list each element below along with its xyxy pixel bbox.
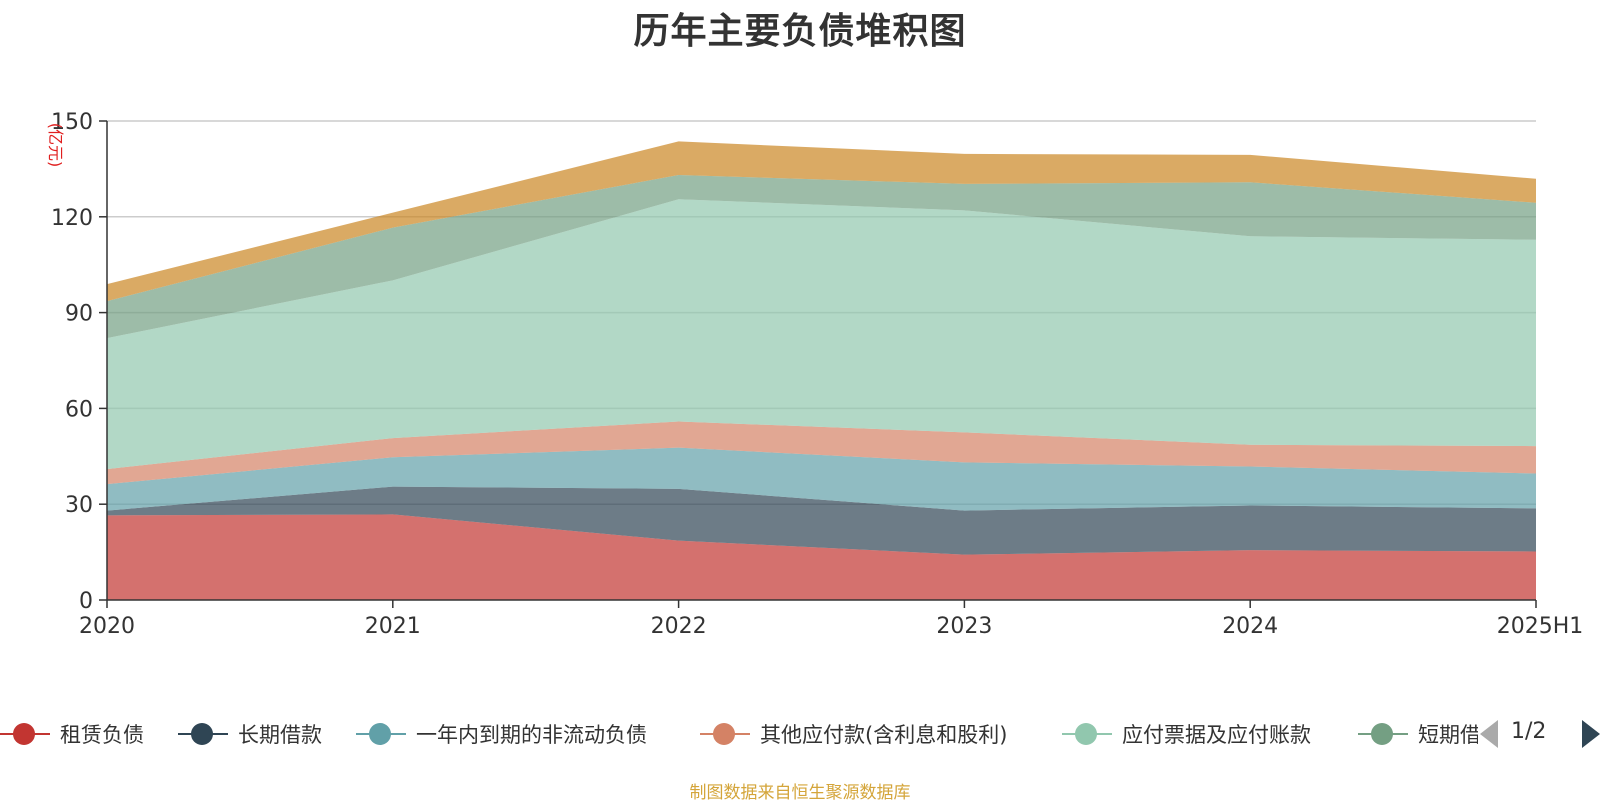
x-tick-label: 2021 — [365, 614, 421, 639]
legend-item[interactable]: 短期借款 — [1358, 712, 1478, 756]
legend-item[interactable]: 应付票据及应付账款 — [1062, 712, 1311, 756]
legend-label: 短期借款 — [1418, 723, 1478, 747]
source-note: 制图数据来自恒生聚源数据库 — [689, 783, 911, 803]
area-series-5[interactable] — [107, 174, 1536, 339]
legend-label: 长期借款 — [238, 723, 322, 747]
legend-prev-page-icon[interactable] — [1480, 720, 1498, 748]
legend: 租赁负债 长期借款 一年内到期的非流动负债 其他应付款(含利息和股利) 应付票据及应付账… — [0, 712, 1600, 756]
legend-marker-icon — [1062, 722, 1112, 746]
legend-item[interactable]: 租赁负债 — [0, 712, 144, 756]
legend-label: 租赁负债 — [60, 723, 144, 747]
legend-item[interactable]: 一年内到期的非流动负债 — [356, 712, 647, 756]
legend-marker-icon — [0, 722, 50, 746]
y-tick-label: 120 — [51, 206, 93, 231]
x-tick-label: 2023 — [936, 614, 992, 639]
legend-item[interactable]: 长期借款 — [178, 712, 322, 756]
legend-marker-icon — [700, 722, 750, 746]
legend-label: 其他应付款(含利息和股利) — [760, 723, 1008, 747]
y-unit-label: (亿元) — [46, 123, 65, 168]
legend-next-page-icon[interactable] — [1582, 720, 1600, 748]
legend-marker-icon — [356, 722, 406, 746]
x-tick-label: 2022 — [651, 614, 707, 639]
y-tick-label: 90 — [65, 302, 93, 327]
legend-label: 应付票据及应付账款 — [1122, 723, 1311, 747]
legend-pager: 1/2 — [1480, 712, 1600, 756]
y-tick-label: 60 — [65, 397, 93, 422]
legend-label: 一年内到期的非流动负债 — [416, 723, 647, 747]
chart-title: 历年主要负债堆积图 — [633, 11, 967, 52]
legend-items-viewport: 租赁负债 长期借款 一年内到期的非流动负债 其他应付款(含利息和股利) 应付票据及应付账… — [0, 712, 1478, 756]
y-tick-label: 150 — [51, 110, 93, 135]
area-series-0[interactable] — [107, 514, 1536, 600]
x-tick-label: 2025H1 — [1497, 614, 1584, 639]
x-tick-label: 2020 — [79, 614, 135, 639]
legend-item[interactable]: 其他应付款(含利息和股利) — [700, 712, 1007, 756]
y-tick-label: 0 — [79, 589, 93, 614]
area-series-2[interactable] — [107, 447, 1536, 511]
y-tick-label: 30 — [65, 493, 93, 518]
area-series-3[interactable] — [107, 421, 1536, 485]
area-series — [107, 141, 1536, 600]
area-series-4[interactable] — [107, 199, 1536, 470]
legend-marker-icon — [1358, 722, 1408, 746]
legend-marker-icon — [178, 722, 228, 746]
axes: 0 30 60 90 120 150 2020 2021 2022 2023 2024 2025H1 — [51, 110, 1583, 639]
area-series-1[interactable] — [107, 486, 1536, 555]
area-series-6[interactable] — [107, 141, 1536, 302]
x-tick-label: 2024 — [1222, 614, 1278, 639]
legend-page-indicator: 1/2 — [1511, 719, 1547, 744]
